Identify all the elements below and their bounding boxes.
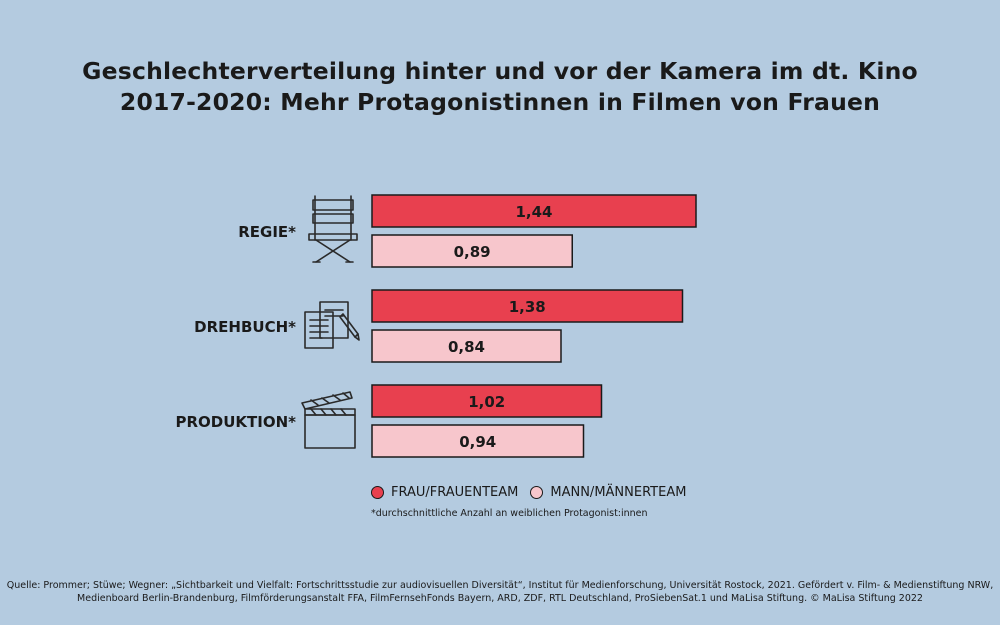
footnote: *durchschnittliche Anzahl an weiblichen …	[371, 508, 648, 519]
legend-label-mann: MANN/MÄNNERTEAM	[550, 485, 687, 500]
legend-item-mann: MANN/MÄNNERTEAM	[530, 485, 686, 500]
chart-title-line2: 2017-2020: Mehr Protagonistinnen in Film…	[119, 88, 881, 116]
category-label-1: DREHBUCH*	[194, 318, 296, 336]
category-label-0: REGIE*	[238, 223, 296, 241]
chart-title-line1: Geschlechterverteilung hinter und vor de…	[82, 57, 918, 85]
data-label-frau-1: 1,38	[509, 298, 546, 316]
legend-swatch-mann	[530, 486, 544, 499]
chart-title: Geschlechterverteilung hinter und vor de…	[0, 56, 1000, 118]
data-label-frau-0: 1,44	[515, 203, 552, 221]
bar-mann-1	[371, 329, 562, 363]
legend-label-frau: FRAU/FRAUENTEAM	[391, 485, 519, 500]
data-label-mann-1: 0,84	[448, 338, 485, 356]
source-line1: Quelle: Prommer; Stüwe; Wegner: „Sichtba…	[6, 580, 994, 591]
data-label-mann-0: 0,89	[454, 243, 491, 261]
bar-frau-2	[371, 384, 603, 418]
category-label-2: PRODUKTION*	[175, 413, 296, 431]
bar-mann-2	[371, 424, 585, 458]
data-label-mann-2: 0,94	[459, 433, 496, 451]
legend: FRAU/FRAUENTEAM MANN/MÄNNERTEAM	[371, 485, 698, 500]
source-line2: Medienboard Berlin-Brandenburg, Filmförd…	[77, 593, 923, 604]
director-chair-icon	[308, 195, 358, 263]
legend-swatch-frau	[371, 486, 384, 499]
bar-frau-1	[371, 289, 684, 323]
bar-frau-0	[371, 194, 697, 228]
screenplay-documents-icon	[304, 301, 360, 349]
legend-item-frau: FRAU/FRAUENTEAM	[371, 485, 518, 500]
clapperboard-icon	[301, 391, 356, 449]
source-citation: Quelle: Prommer; Stüwe; Wegner: „Sichtba…	[0, 579, 1000, 605]
data-label-frau-2: 1,02	[468, 393, 505, 411]
bar-mann-0	[371, 234, 573, 268]
